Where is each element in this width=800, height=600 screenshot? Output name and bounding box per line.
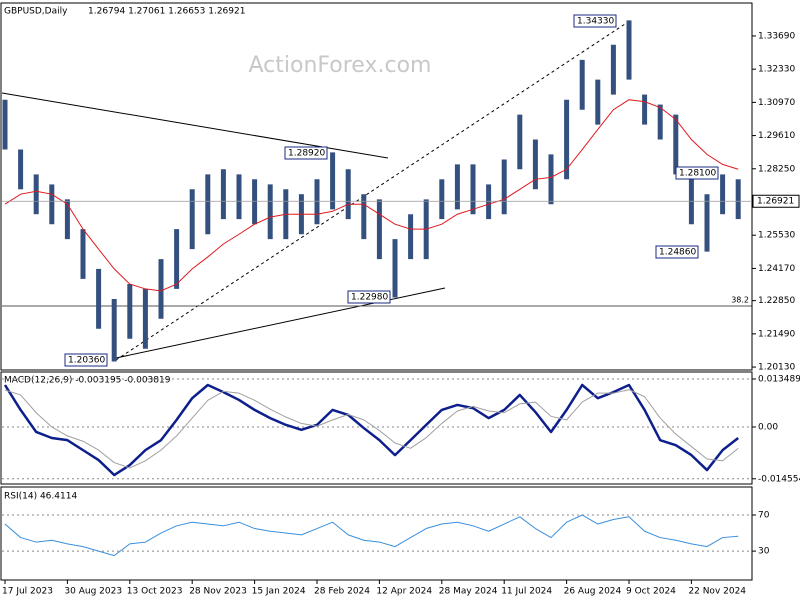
y-tick-label: 1.22850 xyxy=(758,296,795,306)
x-tick-label: 9 Oct 2024 xyxy=(626,587,676,597)
x-tick-label: 26 Aug 2024 xyxy=(564,587,622,597)
y-tick-label: 1.33690 xyxy=(758,31,795,41)
fib-label: 38.2 xyxy=(731,296,749,305)
panel-frame xyxy=(0,371,753,485)
y-tick-label: -0.014554 xyxy=(758,474,800,484)
moving-average xyxy=(4,99,739,292)
x-tick-label: 28 May 2024 xyxy=(439,587,498,597)
annotation: 1.22980 xyxy=(351,293,388,303)
y-tick-label: 0.00 xyxy=(758,422,778,432)
x-tick-label: 28 Feb 2024 xyxy=(314,587,370,597)
panel-frame xyxy=(0,2,753,371)
x-tick-label: 17 Jul 2023 xyxy=(2,587,53,597)
x-tick-label: 22 Nov 2024 xyxy=(688,587,746,597)
chart-subtitle: 1.26794 1.27061 1.26653 1.26921 xyxy=(88,7,245,17)
y-tick-label: 1.32330 xyxy=(758,65,795,75)
x-tick-label: 30 Aug 2023 xyxy=(64,587,122,597)
x-tick-label: 28 Nov 2023 xyxy=(189,587,247,597)
annotation-box xyxy=(284,146,328,160)
y-tick-label: 1.30970 xyxy=(758,98,795,108)
x-tick-label: 12 Apr 2024 xyxy=(376,587,432,597)
watermark: ActionForex.com xyxy=(249,53,432,78)
series-line xyxy=(4,389,739,469)
annotation: 1.28100 xyxy=(679,169,716,179)
annotation-box xyxy=(64,353,108,367)
trend-line xyxy=(115,21,629,361)
annotation: 1.28920 xyxy=(288,149,325,159)
x-tick-label: 15 Jan 2024 xyxy=(252,587,306,597)
y-tick-label: 0.013489 xyxy=(758,374,800,384)
annotation: 1.34330 xyxy=(577,17,614,27)
panel-title: RSI(14) 46.4114 xyxy=(4,492,77,502)
x-tick-label: 11 Jul 2024 xyxy=(501,587,552,597)
y-tick-label: 30 xyxy=(758,547,770,557)
chart-title: GBPUSD,Daily xyxy=(4,7,68,17)
y-tick-label: 1.21490 xyxy=(758,329,795,339)
y-tick-label: 1.20130 xyxy=(758,363,795,373)
y-tick-label: 70 xyxy=(758,510,770,520)
last-price-box xyxy=(752,194,800,208)
annotation-box xyxy=(655,245,699,259)
annotation-box xyxy=(347,290,391,304)
annotation: 1.20360 xyxy=(68,356,105,366)
y-tick-label: 1.29610 xyxy=(758,131,795,141)
x-tick-label: 13 Oct 2023 xyxy=(127,587,183,597)
panel-frame xyxy=(0,486,753,581)
annotation: 1.24860 xyxy=(659,248,696,258)
annotation-box xyxy=(573,14,617,28)
y-tick-label: 1.28250 xyxy=(758,164,795,174)
series-line xyxy=(4,514,739,557)
last-price-label: 1.26921 xyxy=(757,197,794,207)
annotation-box xyxy=(675,166,719,180)
y-tick-label: 1.25530 xyxy=(758,231,795,241)
panel-title: MACD(12,26,9) -0.003195 -0.003819 xyxy=(4,376,171,386)
y-tick-label: 1.24170 xyxy=(758,264,795,274)
